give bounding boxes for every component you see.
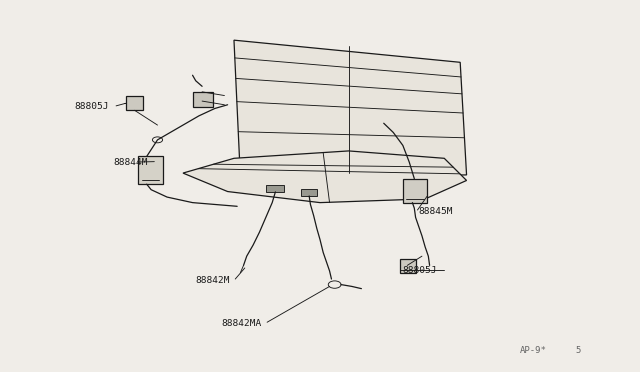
FancyBboxPatch shape <box>138 157 163 184</box>
Polygon shape <box>234 40 467 177</box>
FancyBboxPatch shape <box>193 92 213 107</box>
FancyBboxPatch shape <box>403 179 427 203</box>
Text: 5: 5 <box>575 346 580 355</box>
Text: AP-9*: AP-9* <box>520 346 547 355</box>
Text: 88805J: 88805J <box>403 266 437 275</box>
FancyBboxPatch shape <box>399 259 415 273</box>
FancyBboxPatch shape <box>301 189 317 196</box>
Text: 88844M: 88844M <box>113 157 147 167</box>
FancyBboxPatch shape <box>125 96 143 110</box>
Polygon shape <box>183 151 467 203</box>
Text: 88842MA: 88842MA <box>221 319 262 328</box>
Text: 88845M: 88845M <box>419 206 453 216</box>
Text: 88805J: 88805J <box>75 102 109 111</box>
Text: 88842M: 88842M <box>196 276 230 285</box>
FancyBboxPatch shape <box>266 185 284 192</box>
